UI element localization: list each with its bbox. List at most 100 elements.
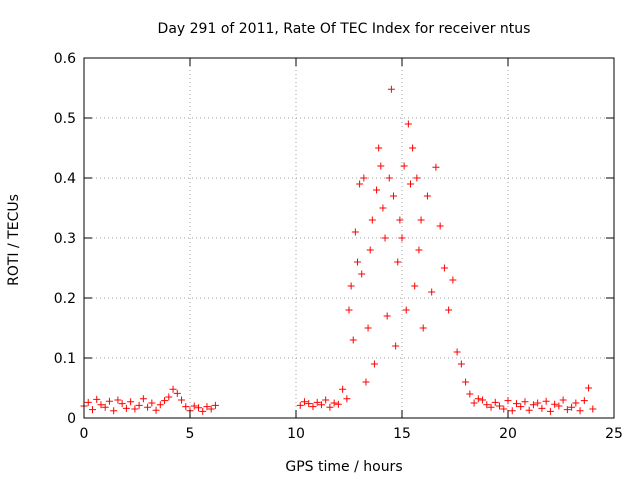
data-point [387,85,395,93]
data-point [381,234,389,242]
data-point [417,216,425,224]
data-point [572,399,580,407]
data-point [394,258,402,266]
data-point [542,397,550,405]
data-point [356,180,364,188]
data-point [313,398,321,406]
data-point [93,395,101,403]
data-point [580,397,588,405]
data-point [362,378,370,386]
data-point [144,403,152,411]
data-point [436,222,444,230]
chart-title: Day 291 of 2011, Rate Of TEC Index for r… [158,21,531,37]
data-point [396,216,404,224]
data-point [432,163,440,171]
data-point [559,396,567,404]
data-points [80,85,597,415]
data-point [392,342,400,350]
data-point [466,390,474,398]
y-tick-label: 0 [67,411,76,427]
data-point [479,396,487,404]
data-point [390,192,398,200]
data-point [345,306,353,314]
data-point [203,403,211,411]
data-point [190,402,198,410]
data-point [415,246,423,254]
data-point [383,312,391,320]
data-point [178,396,186,404]
data-point [360,174,368,182]
data-point [296,401,304,409]
data-point [440,264,448,272]
data-point [353,258,361,266]
data-point [207,405,215,413]
data-point [525,406,533,414]
data-point [139,395,147,403]
data-point [496,402,504,410]
data-point [364,324,372,332]
data-point [309,403,317,411]
x-tick-label: 10 [287,426,305,442]
y-tick-label: 0.5 [54,111,76,127]
data-point [114,396,122,404]
data-point [131,405,139,413]
data-point [118,400,126,408]
data-point [400,162,408,170]
data-point [370,360,378,368]
data-point [322,396,330,404]
data-point [339,385,347,393]
data-point [568,403,576,411]
data-point [457,360,465,368]
axis-ticks [83,57,615,419]
data-point [500,405,508,413]
data-point [529,401,537,409]
x-tick-label: 5 [186,426,195,442]
data-point [563,406,571,414]
x-tick-label: 0 [80,426,89,442]
data-point [423,192,431,200]
data-point [406,180,414,188]
data-point [305,400,313,408]
data-point [453,348,461,356]
data-point [546,407,554,415]
y-tick-label: 0.1 [54,351,76,367]
data-point [84,398,92,406]
data-point [576,407,584,415]
x-tick-label: 25 [605,426,623,442]
data-point [110,407,118,415]
data-point [379,204,387,212]
data-point [368,216,376,224]
data-point [534,399,542,407]
data-point [555,402,563,410]
data-point [161,397,169,405]
data-point [156,401,164,409]
y-tick-label: 0.3 [54,231,76,247]
data-point [411,282,419,290]
data-point [211,401,219,409]
data-point [182,403,190,411]
data-point [343,395,351,403]
data-point [487,403,495,411]
data-point [97,401,105,409]
data-point [551,400,559,408]
tick-labels: 0 5 10 15 20 25 0 0.1 0.2 0.3 0.4 0.5 0.6 [54,51,623,442]
data-point [373,186,381,194]
data-point [538,404,546,412]
grid [84,58,614,418]
data-point [194,404,202,412]
data-point [402,306,410,314]
data-point [366,246,374,254]
x-tick-label: 15 [393,426,411,442]
data-point [462,378,470,386]
data-point [169,385,177,393]
data-point [148,399,156,407]
data-point [105,397,113,405]
data-point [491,398,499,406]
data-point [326,403,334,411]
data-point [504,397,512,405]
y-axis-label: ROTI / TECUs [6,194,22,286]
data-point [474,395,482,403]
data-point [585,384,593,392]
data-point [512,400,520,408]
